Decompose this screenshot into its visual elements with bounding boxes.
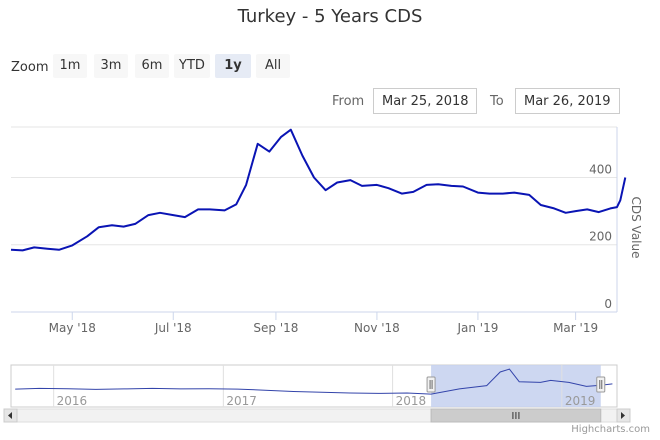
y-tick-label: 200 [589, 230, 612, 244]
chevron-left-icon [8, 412, 12, 419]
navigator-tick-label: 2017 [226, 394, 257, 408]
zoom-1m-button[interactable]: 1m [53, 54, 87, 78]
x-tick-label: Mar '19 [553, 321, 598, 335]
zoom-all-button[interactable]: All [256, 54, 290, 78]
navigator-right-handle[interactable] [596, 376, 606, 393]
range-from-input[interactable]: Mar 25, 2018 [373, 88, 477, 114]
credits-link[interactable]: Highcharts.com [571, 424, 650, 435]
y-tick-label: 0 [604, 297, 612, 311]
navigator-left-handle[interactable] [426, 376, 436, 393]
x-tick-label: Sep '18 [253, 321, 298, 335]
zoom-ytd-button[interactable]: YTD [174, 54, 210, 78]
x-tick-label: May '18 [49, 321, 96, 335]
zoom-1y-button[interactable]: 1y [215, 54, 251, 78]
navigator-selected-range[interactable] [431, 365, 601, 407]
range-to-label: To [490, 94, 504, 109]
x-tick-label: Jan '19 [456, 321, 498, 335]
navigator-series-line [15, 368, 613, 395]
y-axis-title: CDS Value [629, 196, 643, 258]
zoom-label: Zoom [11, 60, 49, 75]
chevron-right-icon [621, 412, 625, 419]
chart-title: Turkey - 5 Years CDS [237, 6, 423, 27]
zoom-3m-button[interactable]: 3m [94, 54, 128, 78]
series-line-0 [10, 128, 627, 252]
x-tick-label: Nov '18 [354, 321, 400, 335]
zoom-6m-button[interactable]: 6m [135, 54, 169, 78]
range-to-input[interactable]: Mar 26, 2019 [515, 88, 620, 114]
x-tick-label: Jul '18 [154, 321, 192, 335]
range-from-label: From [332, 94, 365, 109]
y-tick-label: 400 [589, 162, 612, 176]
navigator-tick-label: 2018 [396, 394, 427, 408]
navigator-tick-label: 2019 [565, 394, 596, 408]
navigator-tick-label: 2016 [57, 394, 88, 408]
